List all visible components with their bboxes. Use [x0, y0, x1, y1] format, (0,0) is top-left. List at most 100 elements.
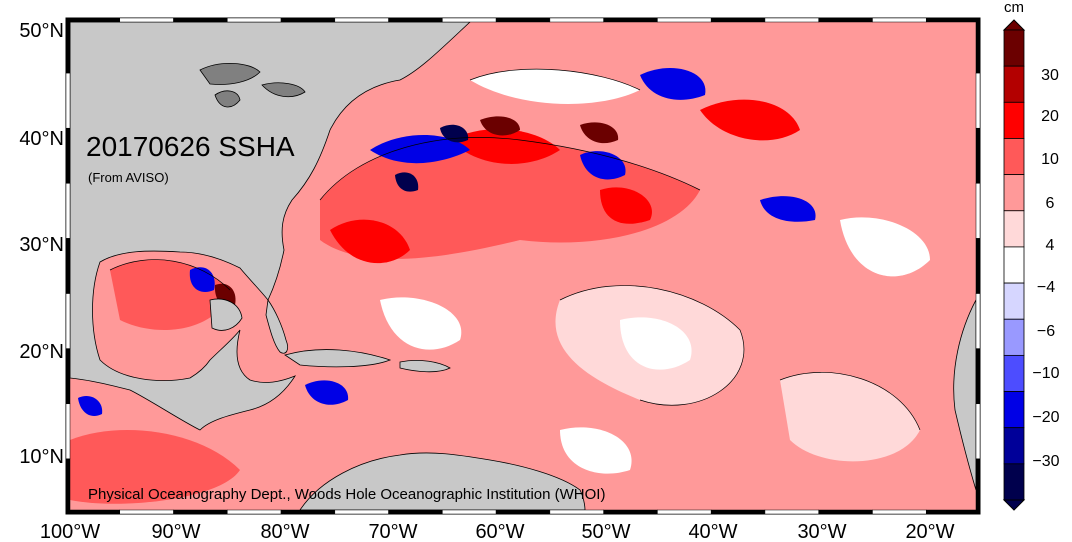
- neutral-patch: [380, 297, 462, 350]
- latitude-axis: 50°N 40°N 30°N 20°N 10°N: [19, 20, 64, 468]
- contour-line: [109, 259, 231, 291]
- credit-line: Physical Oceanography Dept., Woods Hole …: [88, 486, 605, 503]
- frame-segment: [119, 509, 174, 515]
- colorbar: cm 30 20 10 6 4 −4 −6 −10 −20 −30: [1002, 0, 1060, 511]
- lat-label: 50°N: [19, 20, 64, 42]
- contour-line: [559, 285, 745, 406]
- lat-label: 40°N: [19, 128, 64, 150]
- colorbar-unit: cm: [1004, 0, 1024, 16]
- colorbar-swatch: [1003, 463, 1025, 501]
- frame-segment: [764, 509, 819, 515]
- frame-segment: [65, 458, 71, 515]
- map-frame: [65, 17, 981, 515]
- colorbar-tick: −4: [1037, 279, 1055, 296]
- colorbar-swatch: [1003, 210, 1025, 248]
- lon-label: 30°W: [797, 521, 846, 542]
- colorbar-swatch: [1003, 391, 1025, 429]
- frame-segment: [975, 127, 981, 184]
- hispaniola-island: [399, 360, 451, 373]
- lat-label: 20°N: [19, 341, 64, 363]
- frame-segment: [65, 293, 71, 349]
- frame-segment: [818, 17, 873, 23]
- frame-segment: [710, 17, 766, 23]
- frame-segment: [442, 17, 497, 23]
- negative-eddy: [78, 395, 103, 417]
- frame-segment: [388, 509, 443, 515]
- colorbar-swatch: [1003, 138, 1025, 176]
- lat-label: 30°N: [19, 234, 64, 256]
- very-strong-positive: [700, 99, 800, 141]
- frame-segment: [764, 17, 819, 23]
- land: [70, 22, 976, 510]
- lon-label: 70°W: [368, 521, 417, 542]
- lon-label: 50°W: [581, 521, 630, 542]
- colorbar-swatch: [1003, 246, 1025, 284]
- frame-segment: [975, 17, 981, 74]
- lon-label: 80°W: [260, 521, 309, 542]
- colorbar-tick: −20: [1032, 409, 1059, 426]
- frame-segment: [710, 509, 766, 515]
- frame-segment: [65, 403, 71, 460]
- longitude-axis: 100°W 90°W 80°W 70°W 60°W 50°W 40°W 30°W…: [40, 521, 955, 542]
- colorbar-tick: 10: [1041, 151, 1059, 168]
- colorbar-swatch: [1003, 101, 1025, 139]
- frame-segment: [549, 509, 604, 515]
- frame-segment: [442, 509, 497, 515]
- contour-line: [319, 137, 701, 201]
- negative-eddy: [760, 196, 816, 222]
- colorbar-arrow-top: [1002, 19, 1026, 31]
- frame-segment: [495, 509, 551, 515]
- neutral-patch: [470, 69, 640, 104]
- frame-segment: [388, 17, 443, 23]
- colorbar-swatch: [1003, 318, 1025, 356]
- frame-segment: [872, 17, 927, 23]
- colorbar-swatch: [1003, 282, 1025, 320]
- frame-segment: [975, 72, 981, 129]
- frame-segment: [280, 509, 336, 515]
- frame-segment: [119, 17, 174, 23]
- frame-segment: [65, 238, 71, 294]
- frame-segment: [334, 509, 389, 515]
- very-strong-positive: [600, 187, 652, 224]
- frame-segment: [925, 17, 981, 23]
- frame-segment: [975, 183, 981, 239]
- contour-line: [779, 372, 921, 431]
- frame-segment: [603, 509, 658, 515]
- frame-segment: [657, 17, 712, 23]
- colorbar-swatch: [1003, 65, 1025, 103]
- frame-segment: [549, 17, 604, 23]
- colorbar-tick: −6: [1037, 323, 1055, 340]
- negative-eddy: [640, 67, 706, 100]
- colorbar-tick: 30: [1041, 67, 1059, 84]
- lon-label: 20°W: [905, 521, 954, 542]
- yucatan-peninsula: [209, 298, 243, 331]
- cuba-island: [284, 349, 392, 368]
- colorbar-arrow-bottom: [1002, 499, 1026, 511]
- south-america-landmass: [299, 452, 586, 510]
- colorbar-swatch: [1003, 29, 1025, 67]
- strong-positive-band: [70, 430, 240, 504]
- lon-label: 90°W: [151, 521, 200, 542]
- colorbar-tick: −10: [1032, 365, 1059, 382]
- frame-segment: [975, 238, 981, 294]
- colorbar-swatch: [1003, 354, 1025, 392]
- colorbar-tick: −30: [1032, 453, 1059, 470]
- frame-segment: [495, 17, 551, 23]
- frame-segment: [65, 183, 71, 239]
- frame-segment: [227, 17, 282, 23]
- frame-segment: [603, 17, 658, 23]
- frame-segment: [334, 17, 389, 23]
- frame-segment: [65, 348, 71, 405]
- colorbar-swatch: [1003, 174, 1025, 212]
- frame-segment: [65, 509, 121, 515]
- deep-negative-eddy: [395, 172, 419, 192]
- lon-label: 60°W: [475, 521, 524, 542]
- frame-segment: [65, 17, 121, 23]
- neutral-patch: [560, 427, 632, 474]
- negative-eddy: [370, 135, 470, 164]
- map-subtitle: (From AVISO): [88, 170, 169, 185]
- lon-label: 100°W: [40, 521, 100, 542]
- frame-segment: [818, 509, 873, 515]
- colorbar-swatch: [1003, 427, 1025, 465]
